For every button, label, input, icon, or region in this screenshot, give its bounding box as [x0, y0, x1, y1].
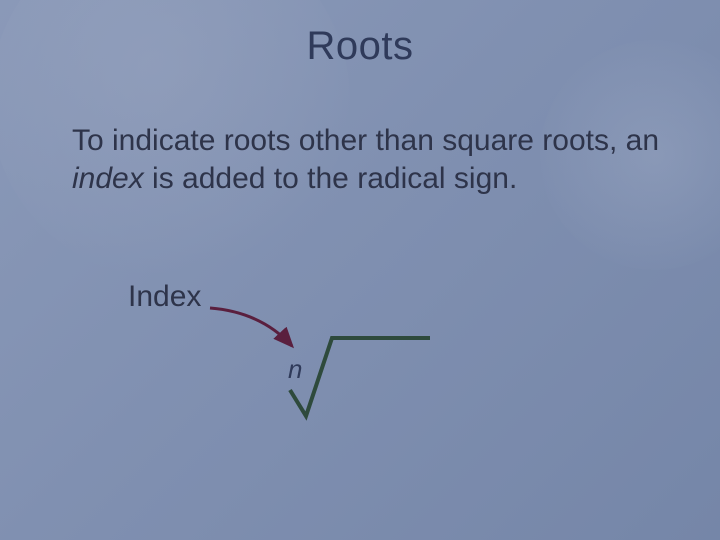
body-text-italic: index	[72, 162, 144, 195]
index-label: Index	[128, 280, 201, 314]
body-text-pre: To indicate roots other than square root…	[72, 124, 659, 157]
index-variable: n	[288, 354, 302, 385]
slide-container: Roots To indicate roots other than squar…	[0, 0, 720, 540]
body-text-post: is added to the radical sign.	[144, 162, 518, 195]
radical-symbol: n	[270, 320, 440, 430]
slide-body-text: To indicate roots other than square root…	[72, 122, 660, 199]
slide-title: Roots	[0, 24, 720, 69]
